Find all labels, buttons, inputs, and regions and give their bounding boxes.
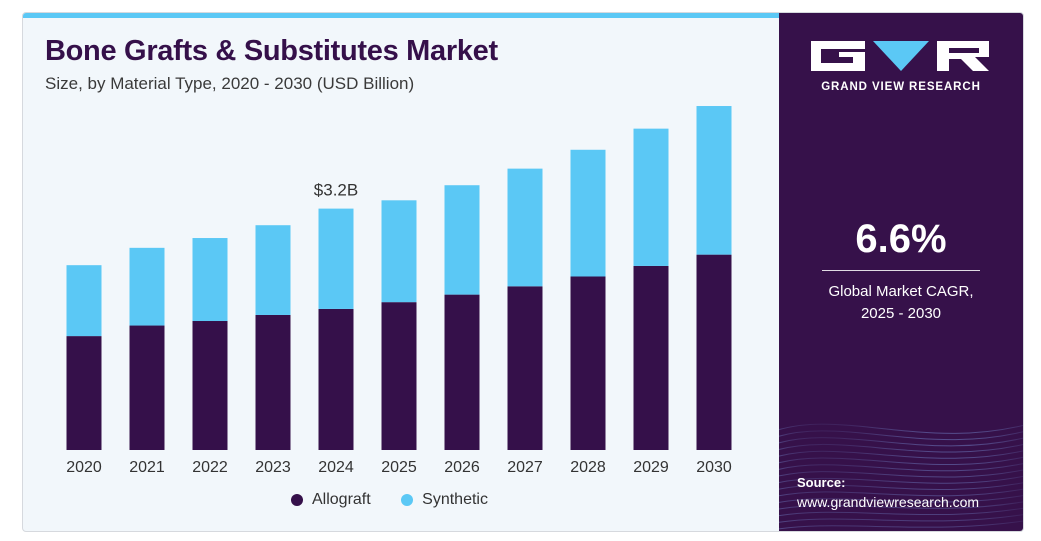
wave-line: [779, 423, 1023, 434]
legend-swatch-allograft: [291, 494, 303, 506]
x-tick-label-2022: 2022: [192, 459, 228, 476]
cagr-divider: [822, 270, 980, 271]
grand-view-research-logo: [811, 41, 989, 71]
data-label-2024: $3.2B: [314, 181, 358, 200]
wave-line: [779, 520, 1023, 530]
bar-allograft-2030: [696, 254, 732, 450]
logo-r-shape: [937, 41, 989, 71]
legend-swatch-synthetic: [401, 494, 414, 506]
cagr-label-line1: Global Market CAGR,: [828, 283, 974, 300]
bar-synthetic-2028: [570, 149, 606, 277]
wave-line: [779, 450, 1023, 459]
wave-line: [779, 482, 1023, 491]
wave-line: [779, 469, 1023, 478]
x-tick-label-2027: 2027: [507, 459, 543, 476]
x-tick-label-2029: 2029: [633, 459, 669, 476]
summary-panel: GRAND VIEW RESEARCH 6.6% Global Market C…: [779, 13, 1023, 531]
wave-line: [779, 514, 1023, 523]
x-tick-label-2023: 2023: [255, 459, 291, 476]
wave-line: [779, 475, 1023, 484]
source-link[interactable]: www.grandviewresearch.com: [797, 494, 980, 510]
bar-allograft-2023: [255, 314, 291, 450]
wave-line: [779, 456, 1023, 466]
legend-label-allograft: Allograft: [312, 491, 371, 508]
bar-synthetic-2025: [381, 200, 417, 303]
bar-allograft-2028: [570, 276, 606, 450]
x-tick-label-2030: 2030: [696, 459, 732, 476]
bar-allograft-2029: [633, 265, 669, 450]
bar-allograft-2027: [507, 286, 543, 450]
wave-line: [779, 430, 1023, 441]
logo-g-shape: [811, 41, 865, 71]
x-tick-label-2028: 2028: [570, 459, 606, 476]
legend-item-synthetic: Synthetic: [401, 491, 488, 509]
chart-title: Bone Grafts & Substitutes Market: [45, 35, 498, 67]
wave-line: [779, 501, 1023, 510]
wave-line: [779, 463, 1023, 472]
x-tick-label-2021: 2021: [129, 459, 165, 476]
wave-line: [779, 494, 1023, 503]
bar-synthetic-2026: [444, 185, 480, 295]
wave-line: [779, 507, 1023, 517]
x-tick-label-2025: 2025: [381, 459, 417, 476]
bar-synthetic-2022: [192, 238, 228, 322]
bar-allograft-2020: [66, 336, 102, 450]
bar-allograft-2024: [318, 308, 354, 450]
legend-label-synthetic: Synthetic: [422, 491, 488, 508]
bar-synthetic-2024: [318, 208, 354, 309]
wave-pattern-decoration: [779, 423, 1023, 530]
x-tick-label-2020: 2020: [66, 459, 102, 476]
x-tick-label-2026: 2026: [444, 459, 480, 476]
cagr-label: Global Market CAGR, 2025 - 2030: [779, 281, 1023, 325]
bar-synthetic-2020: [66, 265, 102, 337]
cagr-value: 6.6%: [855, 217, 947, 261]
bar-allograft-2025: [381, 302, 417, 450]
brand-name: GRAND VIEW RESEARCH: [821, 81, 981, 93]
wave-line: [779, 443, 1023, 453]
wave-line: [779, 437, 1023, 447]
legend-item-allograft: Allograft: [291, 491, 371, 509]
bar-allograft-2022: [192, 321, 228, 450]
bar-synthetic-2027: [507, 168, 543, 287]
infographic-card: Bone Grafts & Substitutes Market Size, b…: [22, 12, 1024, 532]
chart-subtitle: Size, by Material Type, 2020 - 2030 (USD…: [45, 74, 415, 93]
chart-legend: Allograft Synthetic: [291, 491, 514, 511]
x-tick-label-2024: 2024: [318, 459, 354, 476]
logo-v-triangle: [873, 41, 929, 71]
bar-synthetic-2030: [696, 106, 732, 255]
stacked-bar-chart: 2020 2021 2022 2023 2024 2025 2026 2027 2028 2029…: [66, 106, 732, 476]
wave-line: [779, 488, 1023, 497]
bar-allograft-2026: [444, 294, 480, 450]
top-accent-bar: [23, 13, 779, 18]
bar-allograft-2021: [129, 325, 165, 450]
bar-synthetic-2021: [129, 247, 165, 326]
source-label: Source:: [797, 475, 846, 490]
bar-synthetic-2029: [633, 128, 669, 266]
bar-synthetic-2023: [255, 225, 291, 315]
cagr-label-line2: 2025 - 2030: [860, 305, 942, 322]
